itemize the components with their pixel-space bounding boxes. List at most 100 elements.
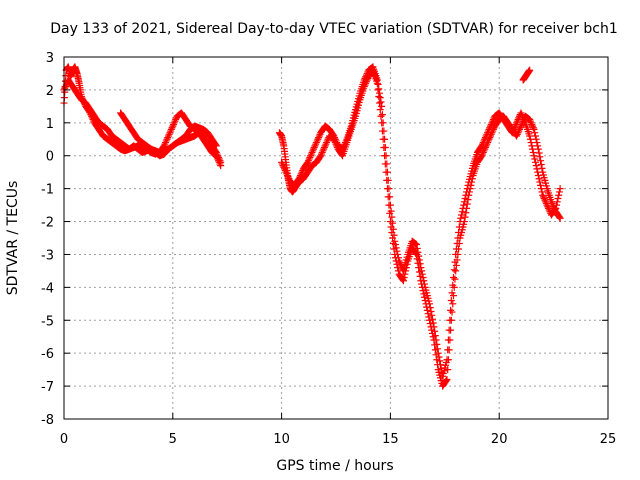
data-point bbox=[162, 137, 170, 145]
data-point bbox=[308, 148, 316, 156]
data-point bbox=[383, 160, 391, 168]
data-point bbox=[518, 111, 526, 119]
data-point bbox=[390, 231, 398, 239]
data-point bbox=[414, 248, 422, 256]
data-point bbox=[484, 129, 492, 137]
data-point bbox=[376, 89, 384, 97]
data-point bbox=[389, 225, 397, 233]
data-point bbox=[389, 219, 397, 227]
data-point bbox=[450, 266, 458, 274]
data-point bbox=[413, 244, 421, 252]
data-point bbox=[318, 148, 326, 156]
data-point bbox=[529, 124, 537, 132]
data-series bbox=[117, 109, 220, 156]
data-point bbox=[436, 357, 444, 365]
data-point bbox=[444, 346, 452, 354]
data-point bbox=[323, 137, 331, 145]
data-point bbox=[448, 289, 456, 297]
data-point bbox=[526, 135, 534, 143]
data-point bbox=[373, 76, 381, 84]
data-point bbox=[553, 201, 561, 209]
data-point bbox=[320, 144, 328, 151]
y-axis-label: SDTVAR / TECUs bbox=[5, 181, 21, 296]
x-tick-label: 10 bbox=[273, 432, 290, 447]
data-point bbox=[172, 116, 180, 124]
data-point bbox=[457, 211, 465, 219]
data-point bbox=[306, 153, 314, 161]
data-point bbox=[534, 168, 542, 176]
data-point bbox=[376, 94, 384, 102]
data-point bbox=[215, 158, 223, 166]
y-tick-label: -2 bbox=[41, 216, 54, 231]
data-point bbox=[432, 336, 440, 344]
data-point bbox=[281, 167, 289, 175]
data-point bbox=[360, 76, 368, 84]
data-point bbox=[428, 315, 436, 323]
data-point bbox=[213, 153, 221, 161]
data-point bbox=[539, 193, 547, 201]
data-point bbox=[381, 135, 389, 143]
data-point bbox=[331, 134, 339, 142]
data-point bbox=[541, 196, 549, 204]
data-point bbox=[385, 185, 393, 193]
data-point bbox=[529, 148, 537, 156]
data-point bbox=[430, 323, 438, 331]
data-point bbox=[283, 171, 291, 179]
data-point bbox=[310, 145, 318, 153]
data-point bbox=[536, 178, 544, 186]
data-point bbox=[555, 213, 563, 221]
data-point bbox=[513, 119, 521, 127]
x-tick-label: 15 bbox=[382, 432, 399, 447]
data-point bbox=[553, 198, 561, 206]
data-point bbox=[462, 209, 470, 217]
data-point bbox=[443, 376, 451, 384]
data-point bbox=[460, 201, 468, 209]
data-point bbox=[415, 252, 423, 260]
data-point bbox=[554, 195, 562, 203]
data-point bbox=[518, 112, 526, 120]
data-point bbox=[311, 142, 319, 150]
data-point bbox=[341, 140, 349, 148]
data-point bbox=[384, 176, 392, 184]
data-point bbox=[387, 207, 395, 215]
data-point bbox=[307, 150, 315, 158]
data-point bbox=[513, 117, 521, 125]
data-point bbox=[167, 127, 175, 135]
data-point bbox=[419, 273, 427, 281]
data-point bbox=[533, 165, 541, 173]
data-point bbox=[555, 188, 563, 196]
data-point bbox=[393, 247, 401, 255]
data-point bbox=[307, 152, 315, 160]
data-point bbox=[168, 124, 176, 132]
data-point bbox=[543, 201, 551, 209]
data-point bbox=[531, 155, 539, 163]
data-point bbox=[537, 185, 545, 193]
data-point bbox=[542, 198, 550, 206]
data-point bbox=[361, 74, 369, 82]
data-point bbox=[481, 134, 489, 142]
data-point bbox=[217, 162, 225, 170]
data-point bbox=[434, 349, 442, 357]
data-point bbox=[510, 124, 518, 132]
data-point bbox=[342, 137, 350, 145]
chart-title: Day 133 of 2021, Sidereal Day-to-day VTE… bbox=[50, 21, 618, 37]
data-point bbox=[537, 161, 545, 169]
data-point bbox=[381, 144, 389, 151]
data-point bbox=[538, 188, 546, 196]
data-point bbox=[452, 267, 460, 275]
data-point bbox=[320, 145, 328, 153]
data-point bbox=[170, 119, 178, 127]
data-point bbox=[383, 168, 391, 176]
data-point bbox=[461, 213, 469, 221]
data-point bbox=[278, 158, 286, 166]
data-point bbox=[508, 129, 516, 137]
data-point bbox=[428, 311, 436, 319]
data-point bbox=[513, 132, 521, 140]
data-point bbox=[340, 142, 348, 150]
data-point bbox=[532, 162, 540, 170]
data-point bbox=[544, 203, 552, 211]
data-point bbox=[362, 73, 370, 81]
data-point bbox=[309, 147, 317, 155]
data-point bbox=[511, 122, 519, 130]
